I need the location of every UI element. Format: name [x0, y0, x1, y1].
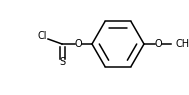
Text: O: O — [154, 39, 162, 49]
Text: S: S — [59, 57, 65, 67]
Text: CH₃: CH₃ — [176, 39, 189, 49]
Text: Cl: Cl — [37, 31, 47, 41]
Text: O: O — [74, 39, 82, 49]
